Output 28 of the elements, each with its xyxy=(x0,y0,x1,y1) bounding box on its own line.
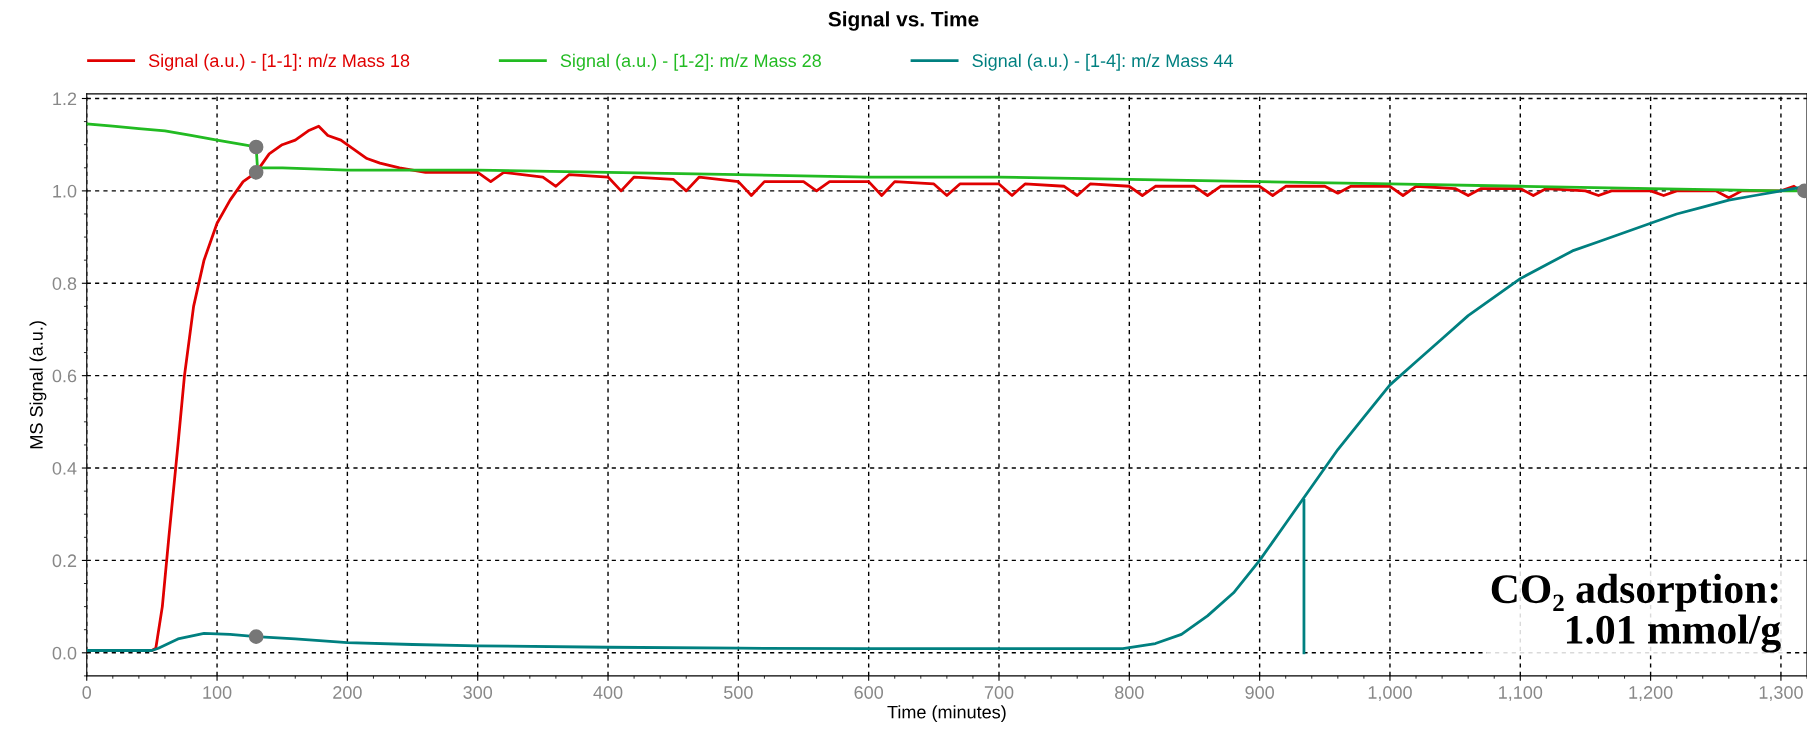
y-tick-label: 0.6 xyxy=(52,369,77,383)
x-tick-label: 1,300 xyxy=(1759,686,1803,702)
x-tick-label: 1,200 xyxy=(1629,686,1673,702)
y-tick-label: 0.2 xyxy=(52,554,77,568)
y-tick-label: 0.4 xyxy=(52,461,77,475)
x-tick-label: 900 xyxy=(1245,686,1274,699)
legend-label: Signal (a.u.) - [1-2]: m/z Mass 28 xyxy=(560,53,821,71)
y-tick-label: 0.8 xyxy=(52,277,77,290)
x-tick-label: 700 xyxy=(984,686,1014,699)
x-tick-label: 200 xyxy=(333,686,362,699)
x-tick-label: 1,100 xyxy=(1499,686,1543,702)
legend-label: Signal (a.u.) - [1-4]: m/z Mass 44 xyxy=(972,53,1233,71)
x-axis-title: Time (minutes) xyxy=(887,705,1006,723)
chart-title: Signal vs. Time xyxy=(828,11,979,31)
x-tick-label: 400 xyxy=(593,686,623,699)
y-tick-label: 1.0 xyxy=(53,184,77,198)
y-tick-label: 1.2 xyxy=(53,92,77,106)
x-tick-label: 800 xyxy=(1115,686,1144,699)
x-tick-label: 600 xyxy=(854,686,884,699)
x-tick-label: 1,000 xyxy=(1368,686,1412,702)
y-axis-title: MS Signal (a.u.) xyxy=(29,321,47,449)
y-tick-label: 0.0 xyxy=(52,646,77,660)
x-tick-label: 300 xyxy=(463,686,493,699)
x-tick-label: 0 xyxy=(82,686,92,699)
x-tick-label: 100 xyxy=(203,686,232,699)
x-tick-label: 500 xyxy=(724,686,753,699)
annotation: CO₂ adsorption: 1.01 mmol/g xyxy=(1491,573,1781,653)
legend-label: Signal (a.u.) - [1-1]: m/z Mass 18 xyxy=(148,53,410,71)
